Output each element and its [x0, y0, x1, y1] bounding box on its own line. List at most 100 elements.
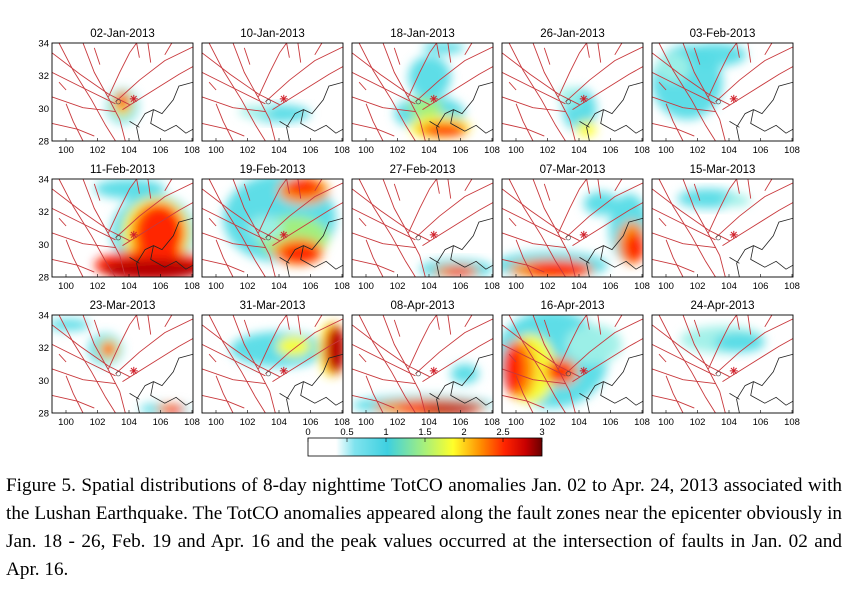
x-tick-label: 102: [390, 281, 406, 292]
fault-lines: [652, 315, 793, 413]
x-tick-label: 108: [634, 281, 650, 292]
x-tick-label: 108: [634, 145, 650, 156]
province-border: [150, 109, 193, 134]
province-border: [729, 257, 740, 264]
province-border: [600, 109, 643, 134]
y-tick-label: 32: [38, 207, 49, 218]
panel-title: 11-Feb-2013: [90, 164, 155, 176]
anomaly-blob: [163, 406, 184, 413]
y-tick-label: 34: [38, 175, 49, 186]
x-tick-label: 104: [121, 145, 137, 156]
panel-title: 08-Apr-2013: [391, 300, 455, 312]
province-border: [300, 381, 343, 406]
province-border: [436, 353, 493, 413]
x-tick-label: 102: [90, 417, 106, 428]
province-border: [129, 257, 140, 264]
map-panel: 11-Feb-2013 100 102 104 106 108 34 32 30 28: [38, 164, 200, 292]
x-tick-label: 102: [540, 281, 556, 292]
x-tick-label: 104: [271, 417, 287, 428]
province-border: [579, 393, 590, 400]
intersection-marker: [265, 235, 271, 241]
province-border: [586, 81, 643, 141]
fault-lines: [502, 315, 643, 413]
epicenter-star-icon: [429, 366, 438, 375]
x-tick-label: 102: [240, 417, 256, 428]
x-tick-label: 104: [721, 145, 737, 156]
epicenter-star-icon: [279, 366, 288, 375]
panel-title: 03-Feb-2013: [690, 28, 756, 40]
x-tick-label: 106: [303, 281, 319, 292]
intersection-marker: [565, 371, 571, 377]
anomaly-blob: [102, 259, 193, 277]
province-border: [600, 381, 643, 406]
epicenter-star-icon: [579, 366, 588, 375]
colorbar-tick-label: 1: [383, 427, 388, 438]
y-tick-label: 34: [38, 311, 49, 322]
figure-caption: Figure 5. Spatial distributions of 8-day…: [6, 475, 842, 580]
y-tick-label: 28: [38, 137, 49, 148]
province-border: [150, 381, 193, 406]
x-tick-label: 108: [634, 417, 650, 428]
anomaly-blob: [583, 191, 618, 216]
x-tick-label: 100: [208, 417, 224, 428]
fault-lines: [52, 315, 193, 413]
y-tick-label: 32: [38, 343, 49, 354]
colorbar: 0 0.5 1 1.5 2 2.5 3: [305, 427, 545, 457]
x-tick-label: 104: [421, 417, 437, 428]
x-tick-label: 102: [240, 145, 256, 156]
x-tick-label: 104: [271, 281, 287, 292]
epicenter-star-icon: [279, 230, 288, 239]
x-tick-label: 106: [303, 417, 319, 428]
fault-lines: [202, 43, 343, 141]
province-border: [450, 245, 493, 270]
x-tick-label: 102: [90, 281, 106, 292]
epicenter-star-icon: [729, 366, 738, 375]
map-panel: 18-Jan-2013 100 102 104 106 108: [351, 28, 500, 156]
colorbar-tick-label: 1.5: [418, 427, 431, 438]
x-tick-label: 108: [184, 281, 200, 292]
x-tick-label: 106: [153, 417, 169, 428]
map-panel: 16-Apr-2013 100 102 104 106 108: [501, 300, 650, 428]
x-tick-label: 106: [603, 281, 619, 292]
fault-lines: [652, 179, 793, 277]
anomaly-blob: [445, 268, 474, 277]
province-border: [286, 81, 343, 141]
x-tick-label: 100: [658, 417, 674, 428]
panel-title: 31-Mar-2013: [240, 300, 306, 312]
epicenter-star-icon: [579, 94, 588, 103]
x-tick-label: 108: [484, 145, 500, 156]
panel-title: 27-Feb-2013: [390, 164, 456, 176]
x-tick-label: 108: [184, 417, 200, 428]
epicenter-star-icon: [129, 366, 138, 375]
x-tick-label: 104: [721, 281, 737, 292]
province-border: [600, 245, 643, 270]
province-border: [136, 217, 193, 277]
province-border: [736, 353, 793, 413]
province-border: [436, 217, 493, 277]
panel-title: 15-Mar-2013: [690, 164, 756, 176]
intersection-marker: [265, 371, 271, 377]
epicenter-star-icon: [129, 230, 138, 239]
province-border: [429, 121, 440, 128]
map-panel: 26-Jan-2013 100 102 104 106 108: [501, 28, 650, 156]
province-border: [736, 217, 793, 277]
province-border: [586, 217, 643, 277]
province-border: [129, 121, 140, 128]
anomaly-blob: [450, 364, 479, 384]
province-border: [586, 353, 643, 413]
x-tick-label: 104: [721, 417, 737, 428]
intersection-marker: [715, 235, 721, 241]
fault-lines: [502, 43, 643, 141]
anomaly-blob: [714, 332, 765, 353]
fault-lines: [202, 315, 343, 413]
panel-title: 19-Feb-2013: [240, 164, 306, 176]
province-border: [579, 257, 590, 264]
anomaly-blob: [248, 216, 283, 240]
epicenter-star-icon: [579, 230, 588, 239]
province-border: [750, 109, 793, 134]
x-tick-label: 100: [58, 281, 74, 292]
fault-lines: [202, 179, 343, 277]
fault-lines: [352, 43, 493, 141]
intersection-marker: [115, 371, 121, 377]
y-tick-label: 28: [38, 409, 49, 420]
